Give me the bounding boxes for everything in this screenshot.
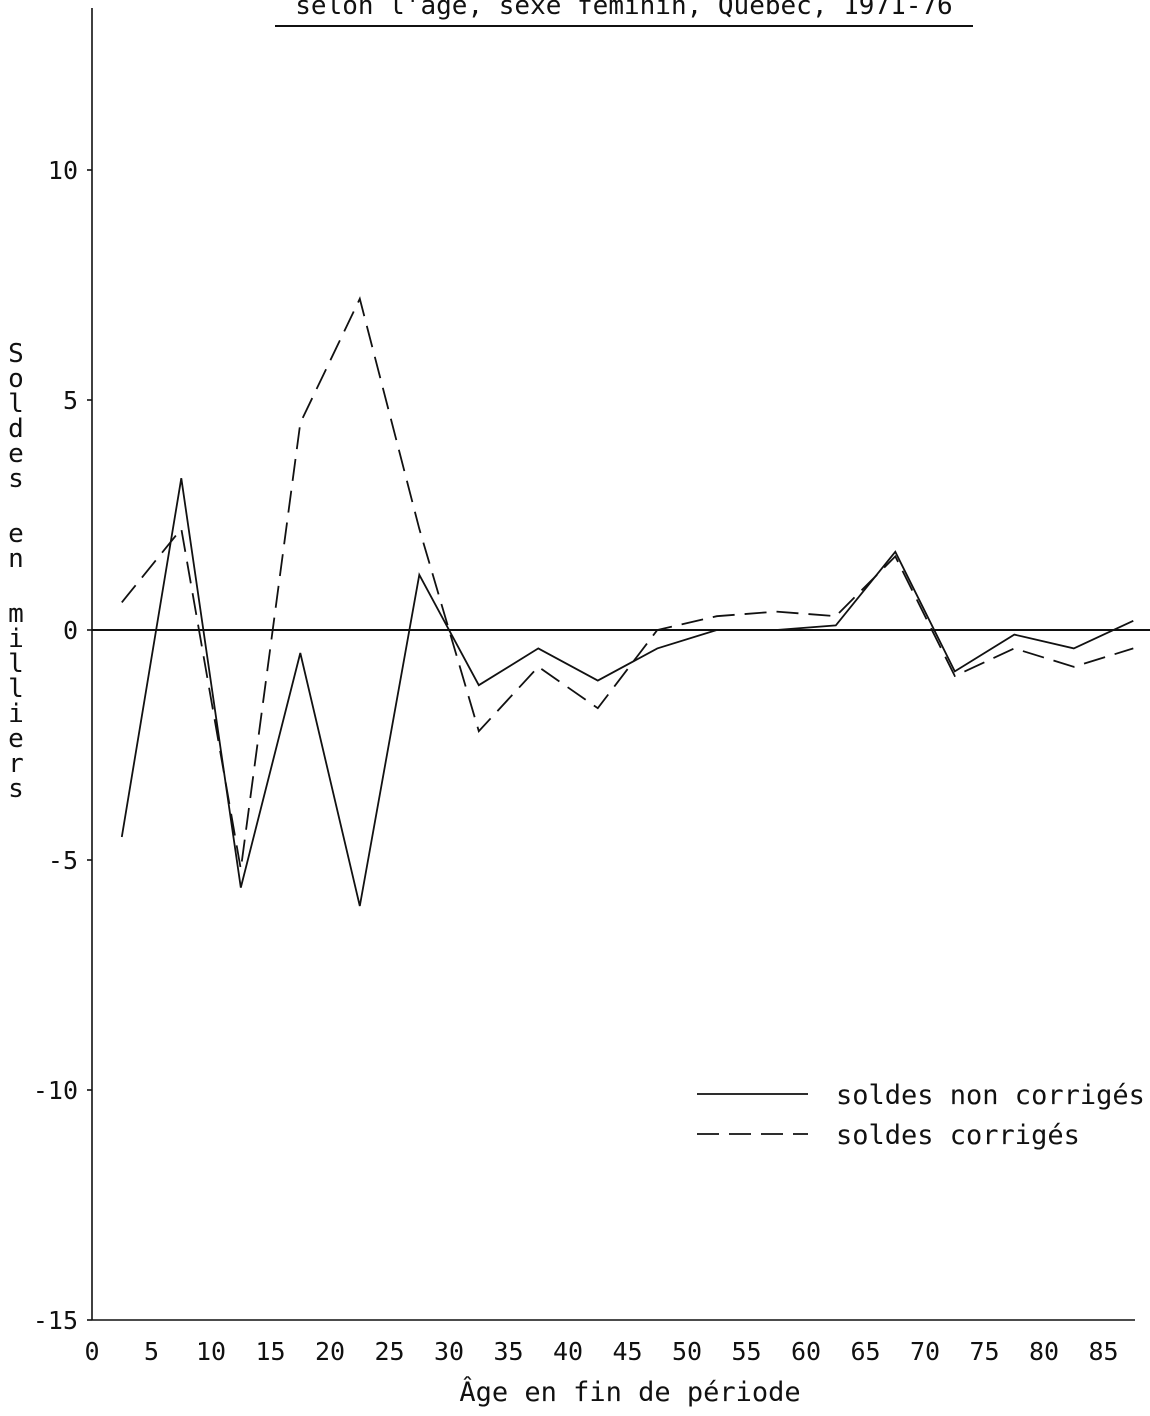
y-axis-title-char: r: [8, 749, 24, 779]
y-tick-label: 0: [63, 616, 78, 645]
x-tick-label: 45: [612, 1337, 642, 1366]
y-axis-ticks: 10 5 0 -5 -10 -15: [33, 156, 92, 1335]
y-axis-title-char: i: [8, 624, 24, 654]
chart-title-group: selon l'âge, sexe féminin, Québec, 1971-…: [275, 0, 973, 27]
y-axis-title-char: i: [8, 699, 24, 729]
y-axis-title-char: l: [8, 389, 24, 419]
y-axis-title-char: n: [8, 544, 24, 574]
x-tick-label: 10: [196, 1337, 226, 1366]
legend-label: soldes corrigés: [836, 1120, 1080, 1151]
series-line-uncorrected: [120, 478, 1134, 907]
x-tick-label: 65: [850, 1337, 880, 1366]
y-axis-title-char: e: [8, 724, 24, 754]
y-tick-label: 10: [48, 156, 78, 185]
y-axis-title-char: l: [8, 674, 24, 704]
y-tick-label: 5: [63, 386, 78, 415]
y-axis-title-char: e: [8, 439, 24, 469]
x-tick-label: 60: [791, 1337, 821, 1366]
x-tick-label: 70: [910, 1337, 940, 1366]
y-tick-label: -10: [33, 1076, 78, 1105]
y-axis-title-char: d: [8, 414, 24, 444]
x-tick-label: 75: [969, 1337, 999, 1366]
legend-label: soldes non corrigés: [836, 1080, 1145, 1111]
y-axis-title-char: e: [8, 519, 24, 549]
y-axis-title-char: o: [8, 364, 24, 394]
chart-title: selon l'âge, sexe féminin, Québec, 1971-…: [295, 0, 952, 21]
x-tick-label: 55: [731, 1337, 761, 1366]
y-tick-label: -5: [48, 846, 78, 875]
x-tick-label: 40: [553, 1337, 583, 1366]
series-layer: [120, 296, 1134, 907]
y-axis-title-char: s: [8, 464, 24, 494]
x-tick-label: 85: [1088, 1337, 1118, 1366]
x-tick-label: 0: [84, 1337, 99, 1366]
y-axis-title-char: m: [8, 599, 24, 629]
y-axis-title-char: S: [8, 339, 24, 369]
x-tick-label: 80: [1029, 1337, 1059, 1366]
y-tick-label: -15: [33, 1306, 78, 1335]
x-tick-label: 50: [672, 1337, 702, 1366]
series-line-corrected: [121, 296, 1134, 870]
x-tick-label: 5: [144, 1337, 159, 1366]
y-axis-title-char: l: [8, 649, 24, 679]
x-tick-label: 20: [315, 1337, 345, 1366]
legend: soldes non corrigés soldes corrigés: [697, 1080, 1145, 1151]
x-axis-ticks: 0 5 10 15 20 25 30 35 40 45 50 55 60 65 70 75 80 85: [84, 1337, 1118, 1366]
x-tick-label: 15: [255, 1337, 285, 1366]
axes: [91, 8, 1150, 1321]
y-axis-title-char: s: [8, 774, 24, 804]
x-tick-label: 30: [434, 1337, 464, 1366]
x-tick-label: 35: [493, 1337, 523, 1366]
x-tick-label: 25: [374, 1337, 404, 1366]
x-axis-title: Âge en fin de période: [459, 1376, 800, 1408]
